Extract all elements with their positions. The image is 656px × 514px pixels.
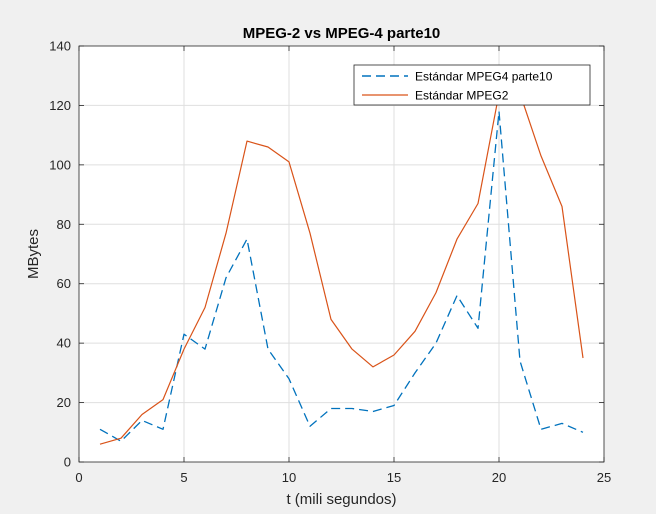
axis-ticks: 0 5 10 15 20 25 0 20 40 60 80 100 120 140 (49, 39, 611, 486)
grid-lines (79, 46, 604, 462)
x-tick-label: 20 (492, 470, 506, 485)
y-tick-label: 140 (49, 39, 71, 54)
y-tick-label: 0 (64, 455, 71, 470)
x-axis-label: t (mili segundos) (286, 491, 396, 508)
plot-frame (78, 45, 605, 463)
series-line-mpeg4 (99, 110, 584, 442)
y-tick-label: 100 (49, 157, 71, 172)
x-tick-label: 25 (597, 470, 611, 485)
x-tick-label: 15 (387, 470, 401, 485)
x-tick-label: 5 (180, 470, 187, 485)
legend-box (353, 64, 591, 106)
legend-label-mpeg2: Estándar MPEG2 (415, 89, 509, 103)
y-tick-label: 40 (57, 336, 71, 351)
y-axis-label: MBytes (25, 229, 42, 279)
x-tick-label: 10 (282, 470, 296, 485)
x-tick-label: 0 (75, 470, 82, 485)
y-tick-label: 80 (57, 217, 71, 232)
y-tick-label: 60 (57, 276, 71, 291)
y-tick-label: 20 (57, 395, 71, 410)
legend: Estándar MPEG4 parte10 Estándar MPEG2 (353, 64, 591, 106)
legend-label-mpeg4: Estándar MPEG4 parte10 (415, 70, 553, 84)
chart-title: MPEG-2 vs MPEG-4 parte10 (243, 25, 441, 42)
y-tick-label: 120 (49, 98, 71, 113)
